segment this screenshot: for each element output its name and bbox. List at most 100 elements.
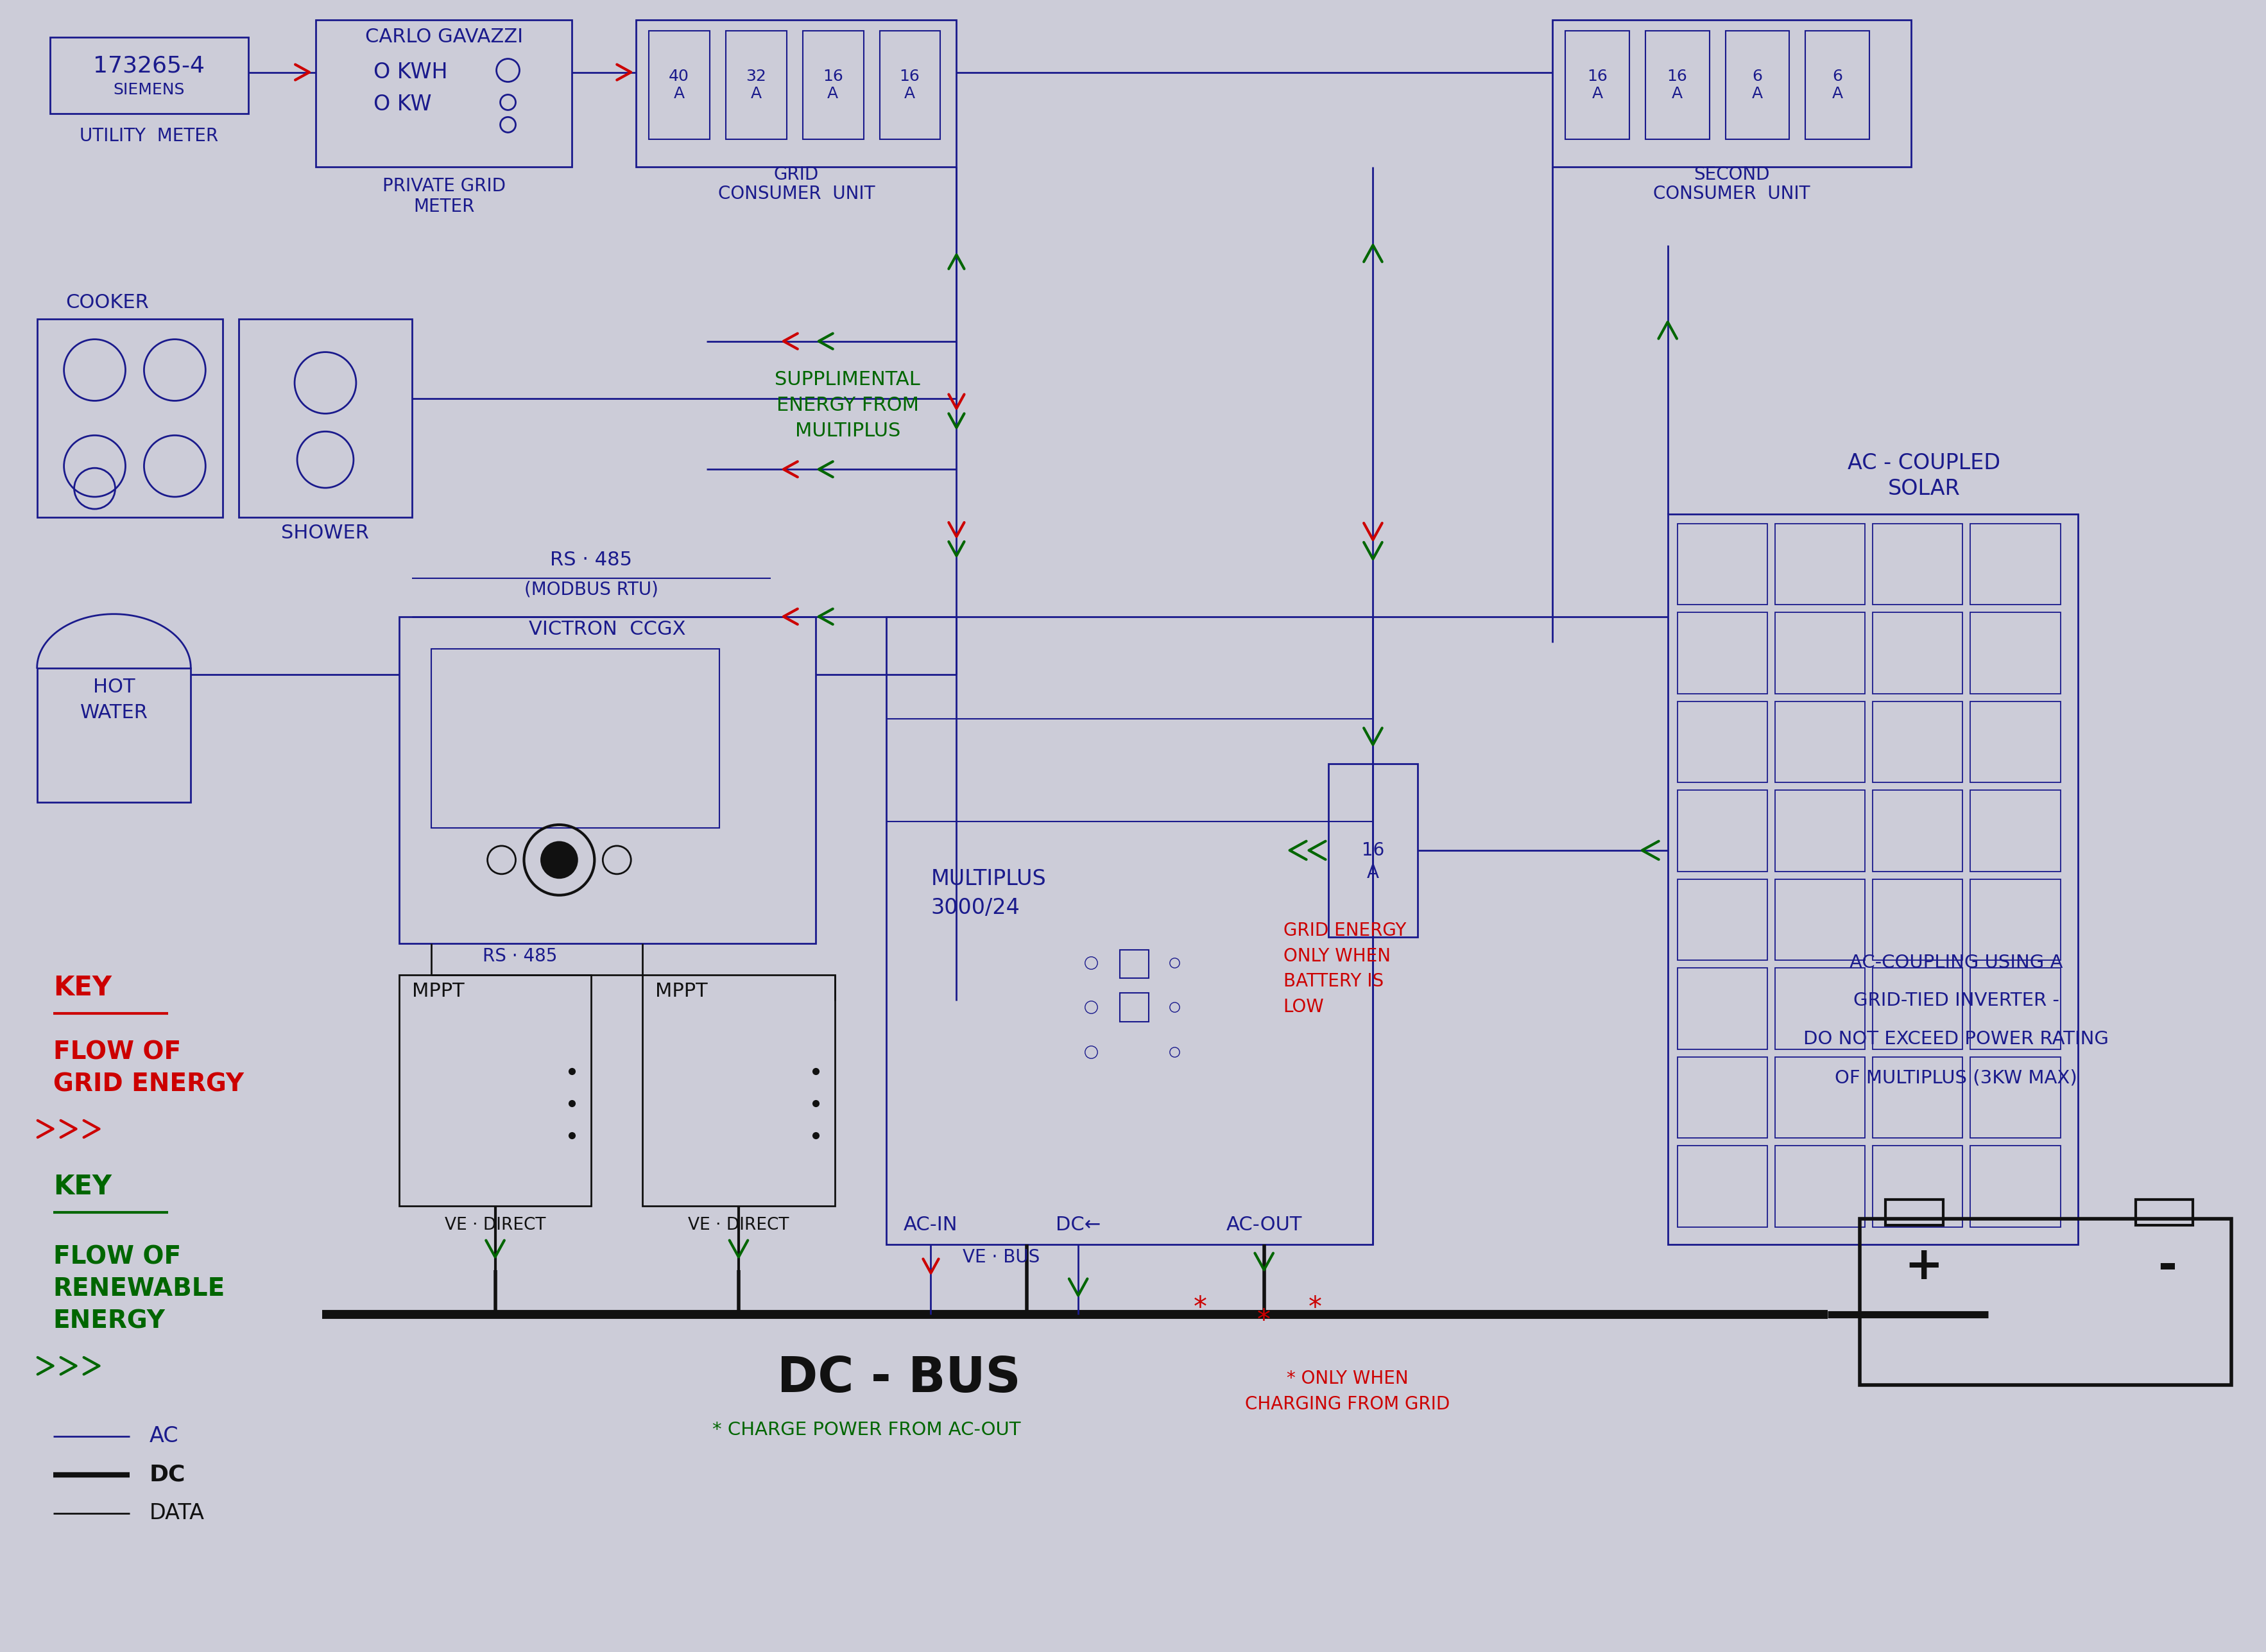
- Text: GRID-TIED INVERTER -: GRID-TIED INVERTER -: [1854, 991, 2060, 1009]
- Bar: [1872, 524, 1962, 605]
- Text: CONSUMER  UNIT: CONSUMER UNIT: [718, 185, 875, 203]
- Bar: [36, 667, 190, 803]
- Text: SOLAR: SOLAR: [1888, 477, 1960, 499]
- Text: SIEMENS: SIEMENS: [113, 83, 186, 97]
- Text: 40
A: 40 A: [668, 68, 689, 102]
- Text: CONSUMER  UNIT: CONSUMER UNIT: [1654, 185, 1811, 203]
- Bar: [1552, 20, 1910, 167]
- Text: CHARGING FROM GRID: CHARGING FROM GRID: [1244, 1396, 1450, 1412]
- Bar: [1774, 1146, 1865, 1227]
- Text: *: *: [1307, 1295, 1321, 1322]
- Bar: [1677, 702, 1767, 783]
- Bar: [1872, 968, 1962, 1049]
- Bar: [648, 31, 709, 139]
- Text: 16: 16: [1362, 841, 1385, 859]
- Bar: [1774, 613, 1865, 694]
- Bar: [1119, 950, 1149, 978]
- Text: CARLO GAVAZZI: CARLO GAVAZZI: [365, 28, 523, 46]
- Text: SECOND: SECOND: [1693, 165, 1770, 183]
- Text: VE · DIRECT: VE · DIRECT: [444, 1216, 546, 1234]
- Text: VICTRON  CCGX: VICTRON CCGX: [528, 620, 687, 639]
- Bar: [637, 20, 956, 167]
- Bar: [1677, 968, 1767, 1049]
- Text: MPPT: MPPT: [412, 981, 465, 1001]
- Bar: [50, 36, 249, 114]
- Text: KEY: KEY: [52, 1173, 111, 1199]
- Bar: [1645, 31, 1709, 139]
- Text: DC←: DC←: [1056, 1216, 1101, 1234]
- Bar: [886, 616, 1373, 1244]
- Text: * CHARGE POWER FROM AC-OUT: * CHARGE POWER FROM AC-OUT: [712, 1421, 1022, 1439]
- Bar: [1774, 790, 1865, 872]
- Circle shape: [542, 843, 578, 877]
- Text: * ONLY WHEN: * ONLY WHEN: [1287, 1370, 1407, 1388]
- Text: GRID ENERGY: GRID ENERGY: [1283, 922, 1407, 940]
- Bar: [1328, 763, 1419, 937]
- Text: 16
A: 16 A: [1668, 68, 1688, 102]
- Text: MULTIPLUS: MULTIPLUS: [931, 869, 1047, 890]
- Bar: [1677, 613, 1767, 694]
- Text: FLOW OF: FLOW OF: [52, 1246, 181, 1269]
- Text: HOT: HOT: [93, 677, 136, 697]
- Bar: [431, 649, 718, 828]
- Bar: [1860, 1219, 2232, 1384]
- Text: AC: AC: [150, 1426, 179, 1447]
- Text: DC - BUS: DC - BUS: [777, 1355, 1020, 1403]
- Text: 173265-4: 173265-4: [93, 55, 204, 76]
- Text: O KWH: O KWH: [374, 61, 446, 83]
- Text: GRID ENERGY: GRID ENERGY: [52, 1072, 245, 1097]
- Bar: [1566, 31, 1629, 139]
- Text: UTILITY  METER: UTILITY METER: [79, 127, 218, 145]
- Bar: [644, 975, 834, 1206]
- Bar: [1971, 968, 2060, 1049]
- Bar: [1677, 879, 1767, 960]
- Text: KEY: KEY: [52, 975, 111, 1001]
- Text: COOKER: COOKER: [66, 294, 150, 312]
- Text: DO NOT EXCEED POWER RATING: DO NOT EXCEED POWER RATING: [1804, 1031, 2110, 1049]
- Text: PRIVATE GRID: PRIVATE GRID: [383, 177, 505, 195]
- Text: DC: DC: [150, 1464, 186, 1485]
- Text: AC-OUT: AC-OUT: [1226, 1216, 1303, 1234]
- Text: AC - COUPLED: AC - COUPLED: [1847, 453, 2001, 474]
- Text: DATA: DATA: [150, 1503, 204, 1523]
- Text: FLOW OF: FLOW OF: [52, 1039, 181, 1064]
- Bar: [1806, 31, 1869, 139]
- Text: LOW: LOW: [1283, 998, 1323, 1016]
- Text: MPPT: MPPT: [655, 981, 707, 1001]
- Text: SUPPLIMENTAL: SUPPLIMENTAL: [775, 370, 920, 388]
- Bar: [2135, 1199, 2193, 1226]
- Text: METER: METER: [412, 198, 474, 216]
- Bar: [1971, 1057, 2060, 1138]
- Text: ONLY WHEN: ONLY WHEN: [1283, 947, 1391, 965]
- Text: *: *: [1194, 1295, 1208, 1322]
- Text: (MODBUS RTU): (MODBUS RTU): [523, 582, 659, 598]
- Bar: [399, 616, 816, 943]
- Text: 6
A: 6 A: [1831, 68, 1842, 102]
- Text: +: +: [1906, 1244, 1944, 1289]
- Text: RS · 485: RS · 485: [551, 550, 632, 570]
- Bar: [725, 31, 786, 139]
- Bar: [1677, 524, 1767, 605]
- Text: VE · DIRECT: VE · DIRECT: [689, 1216, 789, 1234]
- Text: BATTERY IS: BATTERY IS: [1283, 973, 1385, 991]
- Bar: [1872, 613, 1962, 694]
- Text: OF MULTIPLUS (3KW MAX): OF MULTIPLUS (3KW MAX): [1835, 1069, 2078, 1087]
- Bar: [1677, 790, 1767, 872]
- Text: 3000/24: 3000/24: [931, 897, 1020, 919]
- Bar: [1774, 524, 1865, 605]
- Bar: [1971, 879, 2060, 960]
- Bar: [1724, 31, 1790, 139]
- Bar: [1774, 702, 1865, 783]
- Bar: [1119, 993, 1149, 1023]
- Bar: [1774, 1057, 1865, 1138]
- Bar: [1677, 1057, 1767, 1138]
- Text: A: A: [1366, 864, 1380, 882]
- Bar: [802, 31, 863, 139]
- Text: 16
A: 16 A: [900, 68, 920, 102]
- Text: -: -: [2157, 1244, 2178, 1289]
- Bar: [1872, 702, 1962, 783]
- Text: 32
A: 32 A: [746, 68, 766, 102]
- Text: *: *: [1258, 1308, 1271, 1335]
- Bar: [1677, 1146, 1767, 1227]
- Text: O KW: O KW: [374, 94, 431, 116]
